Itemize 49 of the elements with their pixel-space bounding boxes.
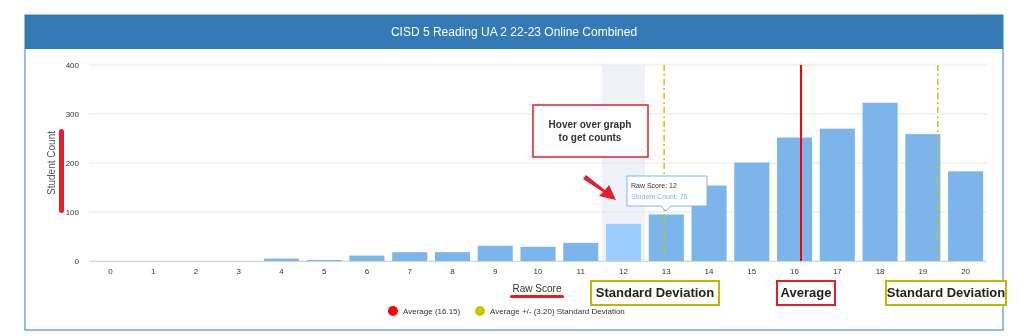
x-tick-label: 15 (747, 267, 757, 276)
chart-title: CISD 5 Reading UA 2 22-23 Online Combined (390, 25, 638, 39)
x-tick-label: 17 (832, 267, 843, 276)
bar (349, 255, 385, 261)
x-tick-label: 19 (918, 267, 928, 276)
x-tick-label: 11 (576, 267, 586, 276)
text: Standard Deviation (886, 285, 1006, 300)
x-tick-label: 20 (961, 267, 971, 276)
y-axis-title: Student Count (46, 130, 57, 195)
bar (520, 246, 556, 261)
bar (605, 223, 642, 261)
legend-label: Average (16.15) (403, 307, 461, 316)
x-tick-label: 4 (279, 267, 285, 276)
x-tick-label: 7 (407, 267, 413, 276)
bar (905, 134, 941, 261)
text: Average (780, 285, 832, 300)
x-tick-label: 9 (493, 267, 499, 276)
bar (862, 102, 898, 261)
x-tick-label: 14 (704, 267, 715, 276)
bar (819, 128, 855, 261)
annotation: Hover over graph to get counts (548, 119, 632, 143)
y-tick-label: 300 (65, 110, 80, 119)
x-axis-title: Raw Score (512, 283, 562, 294)
y-tick-label: 100 (65, 208, 80, 217)
y-tick-label: 400 (65, 61, 80, 70)
x-tick-label: 10 (533, 267, 543, 276)
x-tick-label: 2 (193, 267, 199, 276)
text: Standard Deviation (595, 285, 715, 300)
x-tick-label: 5 (321, 267, 327, 276)
bar (948, 171, 984, 261)
bar (434, 252, 471, 261)
bar (734, 162, 770, 261)
x-tick-label: 6 (364, 267, 370, 276)
bar (477, 245, 513, 261)
x-tick-label: 13 (661, 267, 672, 276)
x-tick-label: 0 (108, 267, 114, 276)
x-tick-label: 3 (236, 267, 242, 276)
x-tick-label: 8 (450, 267, 456, 276)
bar (563, 242, 599, 261)
x-tick-label: 16 (790, 267, 800, 276)
y-tick-label: 0 (74, 257, 80, 266)
x-tick-label: 18 (875, 267, 886, 276)
y-tick-label: 200 (65, 159, 80, 168)
bar (392, 252, 428, 261)
bar (777, 137, 813, 261)
x-tick-label: 1 (150, 267, 156, 276)
bar (648, 214, 684, 261)
legend-label: Average +/- (3.20) Standard Deviation (490, 307, 625, 316)
x-tick-label: 12 (619, 267, 629, 276)
